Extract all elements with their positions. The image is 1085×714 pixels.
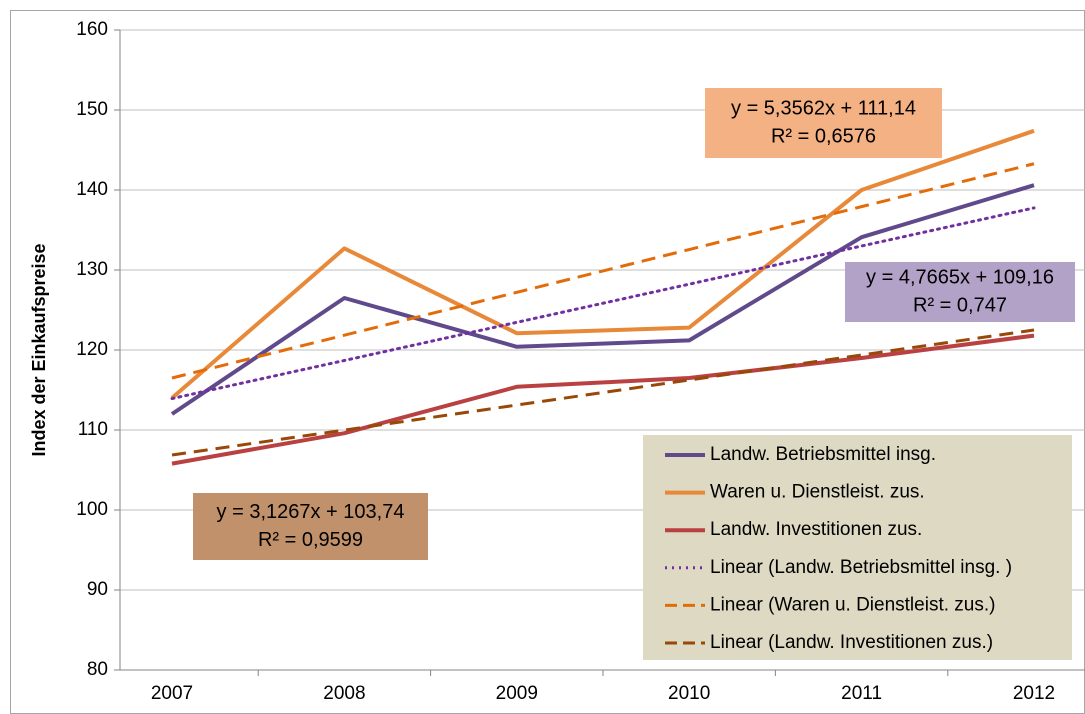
equation-text: R² = 0,9599 — [258, 529, 363, 551]
y-tick-label: 80 — [87, 659, 108, 680]
y-axis-label: Index der Einkaufspreise — [29, 243, 49, 456]
series-line — [171, 333, 1035, 466]
legend-label: Linear (Landw. Investitionen zus.) — [710, 632, 993, 653]
y-tick-label: 140 — [76, 179, 108, 200]
y-tick-label: 100 — [76, 499, 108, 520]
y-tick-label: 130 — [76, 259, 108, 280]
series-line — [170, 128, 1035, 400]
equation-text: y = 4,7665x + 109,16 — [866, 266, 1054, 288]
y-tick-label: 120 — [76, 339, 108, 360]
equation-box — [193, 493, 428, 560]
y-tick-label: 90 — [87, 579, 108, 600]
y-tick-label: 110 — [78, 419, 108, 440]
series-line — [171, 328, 1035, 457]
series-line — [170, 183, 1035, 416]
x-tick-label: 2008 — [323, 683, 365, 704]
equation-box — [705, 88, 942, 158]
equation-text: R² = 0,6576 — [771, 125, 876, 147]
x-tick-label: 2010 — [668, 683, 710, 704]
y-tick-label: 150 — [76, 99, 108, 120]
legend-label: Landw. Investitionen zus. — [710, 519, 922, 540]
x-tick-label: 2009 — [496, 683, 538, 704]
x-tick-label: 2012 — [1013, 683, 1055, 704]
x-tick-label: 2011 — [841, 683, 882, 704]
series-line — [170, 206, 1036, 401]
x-tick-label: 2007 — [151, 683, 193, 704]
legend-label: Waren u. Dienstleist. zus. — [710, 482, 925, 503]
equation-text: R² = 0,747 — [913, 294, 1007, 316]
series-line — [171, 162, 1035, 380]
equation-box — [845, 262, 1075, 322]
equation-text: y = 5,3562x + 111,14 — [731, 97, 916, 119]
legend-label: Linear (Landw. Betriebsmittel insg. ) — [710, 557, 1012, 578]
legend-label: Linear (Waren u. Dienstleist. zus.) — [710, 594, 995, 615]
legend-box — [643, 435, 1072, 660]
y-tick-label: 160 — [76, 19, 108, 40]
equation-text: y = 3,1267x + 103,74 — [217, 501, 405, 523]
legend-label: Landw. Betriebsmittel insg. — [710, 444, 936, 465]
